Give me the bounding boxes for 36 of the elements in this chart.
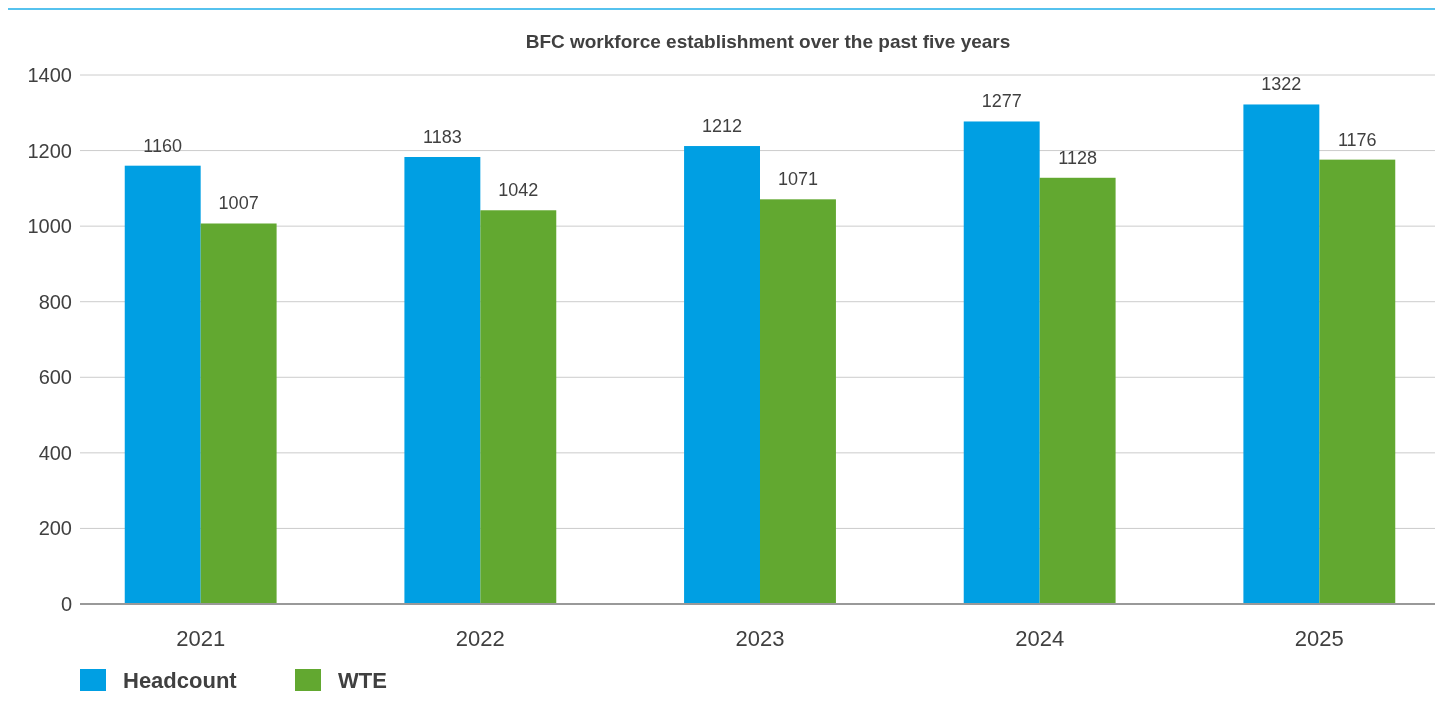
data-label: 1176	[1337, 129, 1377, 150]
data-label: 1007	[218, 193, 259, 214]
legend-label: Headcount	[123, 667, 238, 693]
bar	[684, 146, 760, 604]
legend-label: WTE	[338, 667, 387, 693]
bar	[760, 199, 836, 604]
bar	[1243, 104, 1320, 604]
bar	[480, 210, 557, 604]
data-label: 1322	[1261, 74, 1302, 95]
bar	[404, 157, 481, 604]
data-label: 1071	[777, 169, 818, 190]
data-label: 1212	[702, 116, 743, 137]
bar	[200, 223, 277, 604]
x-tick-label: 2024	[1015, 626, 1065, 651]
x-tick-label: 2023	[735, 626, 785, 651]
bar	[124, 165, 201, 604]
bar	[963, 121, 1040, 604]
y-tick-label: 0	[60, 593, 72, 615]
bar	[1039, 177, 1116, 604]
data-label: 1183	[423, 126, 462, 147]
y-tick-label: 1200	[27, 139, 72, 162]
y-tick-label: 400	[38, 441, 72, 464]
data-label: 1042	[498, 180, 539, 201]
y-tick-label: 800	[38, 290, 72, 313]
data-label: 1128	[1058, 147, 1097, 168]
y-tick-label: 1400	[27, 64, 72, 86]
bar	[1319, 159, 1396, 604]
x-tick-label: 2021	[176, 626, 226, 651]
data-label: 1160	[143, 135, 183, 156]
x-tick-label: 2022	[455, 626, 505, 651]
data-label: 1277	[981, 91, 1022, 112]
y-tick-label: 1000	[27, 215, 72, 238]
y-tick-label: 200	[38, 517, 72, 540]
chart-title: BFC workforce establishment over the past five years	[525, 31, 1011, 52]
y-tick-label: 600	[38, 366, 72, 389]
x-tick-label: 2025	[1294, 626, 1344, 651]
